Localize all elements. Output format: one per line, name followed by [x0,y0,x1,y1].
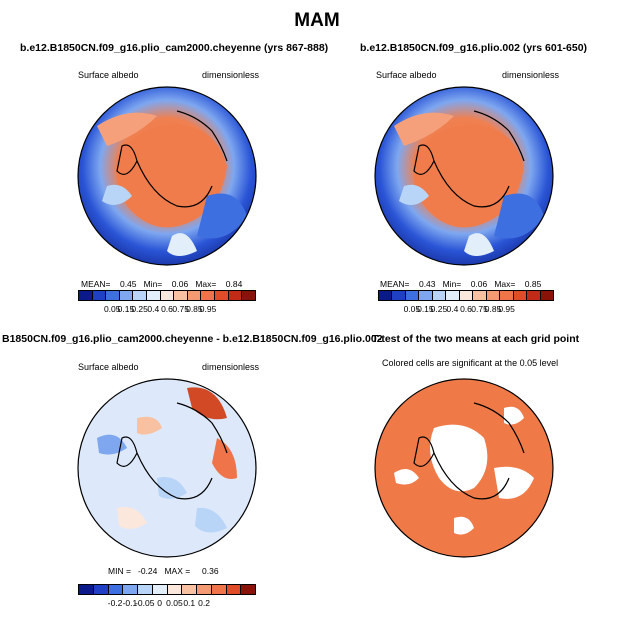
colorbar-3-tick-label: 0.05 [166,598,183,608]
panel-4-note: Colored cells are significant at the 0.0… [382,358,559,368]
colorbar-1-tick-label: 0.4 [147,304,160,314]
panel-3-colorbar [78,584,256,595]
panel-2-colorbar [378,290,554,301]
colorbar-1-tick-label: 0.05 [103,304,121,314]
panel-4-title: T-test of the two means at each grid poi… [372,333,580,345]
colorbar-1-swatch [215,291,229,300]
colorbar-2-swatch [513,291,528,300]
colorbar-3-swatch [152,585,168,594]
panel-1-stats: MEAN= 0.45 Min= 0.06 Max= 0.84 [81,279,243,289]
panel-2-title: b.e12.B1850CN.f09_g16.plio.002 (yrs 601-… [360,42,588,54]
panel-3-title: B1850CN.f09_g16.plio_cam2000.cheyenne - … [2,333,383,345]
colorbar-3-swatch [138,585,153,594]
colorbar-2-tick-label: 0.25 [430,304,448,314]
figure-title: MAM [294,10,340,31]
colorbar-1-swatch [242,291,255,300]
panel-4-map [374,378,554,558]
colorbar-1-swatch [160,291,175,300]
colorbar-2-tick-label: 0.75 [471,304,488,314]
colorbar-3-swatch [167,585,183,594]
colorbar-1-tick-label: 0.15 [117,304,135,314]
colorbar-3-tick-label: -0.05 [135,598,155,608]
panel-2-stats: MEAN= 0.43 Min= 0.06 Max= 0.85 [380,279,542,289]
colorbar-3-swatch [197,585,212,594]
colorbar-1-swatch [119,291,134,300]
colorbar-3-tick-label: -0.2 [107,598,123,608]
colorbar-2-swatch [392,291,406,300]
colorbar-2-swatch [419,291,433,300]
panel-2-right-label: dimensionless [502,70,560,80]
colorbar-3-swatch [211,585,227,594]
colorbar-3-swatch [226,585,242,594]
colorbar-2-swatch [446,291,460,300]
colorbar-3-swatch [123,585,138,594]
colorbar-1-swatch [228,291,243,300]
colorbar-3-swatch [241,585,255,594]
colorbar-2-tick-label: 0.85 [484,304,502,314]
colorbar-1-tick-label: 0.95 [199,304,217,314]
colorbar-1-swatch [174,291,188,300]
colorbar-2-tick-label: 0.95 [498,304,515,314]
colorbar-1-tick-label: 0.6 [161,304,173,314]
colorbar-2-swatch [432,291,447,300]
panel-1-colorbar [78,290,256,301]
colorbar-3-swatch [93,585,109,594]
colorbar-3-swatch [182,585,197,594]
colorbar-3-swatch [79,585,94,594]
panel-3-right-label: dimensionless [202,362,260,372]
panel-3-stats: MIN = -0.24 MAX = 0.36 [108,566,219,576]
colorbar-1-swatch [187,291,202,300]
panel-1-left-label: Surface albedo [78,70,139,80]
colorbar-2-tick-label: 0.05 [403,304,421,314]
panel-1-map [77,86,257,266]
colorbar-2-swatch [379,291,393,300]
panel-2-map [374,86,554,266]
colorbar-3-tick-label: 0.1 [183,598,196,608]
colorbar-1-swatch [201,291,216,300]
panel-2-colorbar-ticks: 0.05 0.15 0.25 0.4 0.6 0.75 0.85 0.95 [378,304,554,316]
colorbar-2-swatch [540,291,554,300]
colorbar-1-tick-label: 0.75 [172,304,189,314]
colorbar-1-swatch [79,291,93,300]
colorbar-3-tick-label: -0.1 [122,598,138,608]
colorbar-2-tick-label: 0.4 [446,304,459,314]
panel-1-right-label: dimensionless [202,70,260,80]
colorbar-1-swatch [147,291,161,300]
panel-1-title: b.e12.B1850CN.f09_g16.plio_cam2000.cheye… [20,42,329,54]
colorbar-1-swatch [92,291,107,300]
panel-3-left-label: Surface albedo [78,362,139,372]
colorbar-2-swatch [500,291,514,300]
panel-3-map [77,378,257,558]
colorbar-3-swatch [108,585,124,594]
colorbar-2-swatch [473,291,487,300]
panel-1-colorbar-ticks: 0.05 0.15 0.25 0.4 0.6 0.75 0.85 0.95 [78,304,256,316]
colorbar-1-tick-label: 0.85 [186,304,203,314]
colorbar-1-swatch [106,291,120,300]
colorbar-2-swatch [527,291,541,300]
panel-3-colorbar-ticks: -0.2 -0.1 -0.05 0 0.05 0.1 0.2 [78,598,256,610]
colorbar-3-tick-label: 0 [157,598,162,608]
colorbar-3-tick-label: 0.2 [198,598,210,608]
panel-2-left-label: Surface albedo [376,70,437,80]
colorbar-2-swatch [486,291,501,300]
colorbar-2-swatch [459,291,474,300]
colorbar-2-tick-label: 0.15 [417,304,434,314]
colorbar-1-swatch [133,291,148,300]
colorbar-1-tick-label: 0.25 [131,304,148,314]
colorbar-2-tick-label: 0.6 [460,304,472,314]
colorbar-2-swatch [405,291,420,300]
